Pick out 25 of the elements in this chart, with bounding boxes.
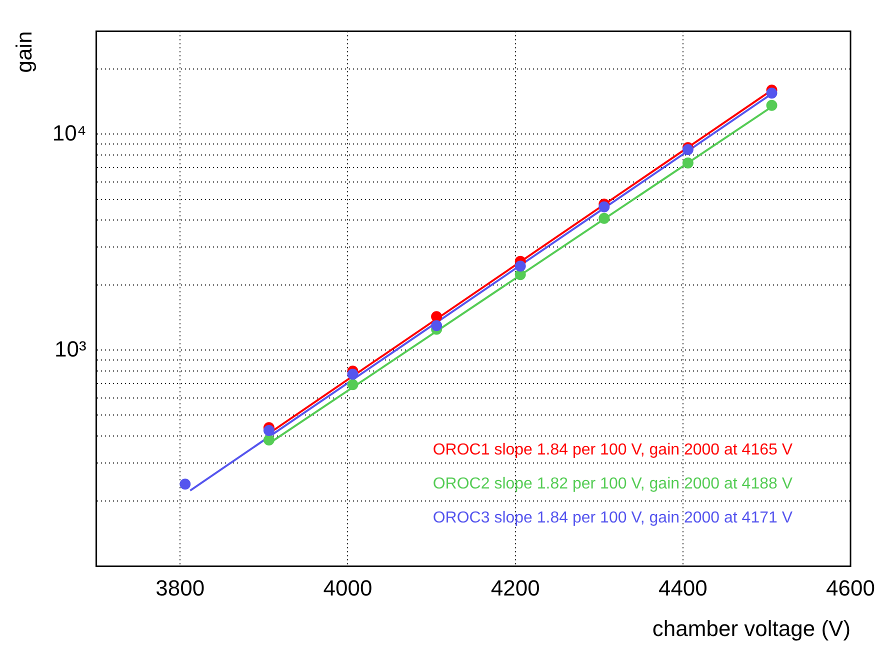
- y-axis-title: gain: [11, 31, 36, 73]
- point: [263, 434, 274, 446]
- point: [766, 88, 778, 99]
- point: [598, 201, 610, 212]
- point: [682, 158, 694, 168]
- x-tick-label: 4200: [490, 575, 540, 600]
- text: OROC1 slope 1.84 per 100 V, gain 2000 at 4165 V: [432, 442, 793, 459]
- point: [347, 368, 358, 380]
- y-tick-label: 10³: [54, 336, 86, 362]
- point: [180, 478, 191, 490]
- x-axis-title: chamber voltage (V): [652, 616, 851, 641]
- text: OROC2 slope 1.82 per 100 V, gain 2000 at 4188 V: [432, 476, 793, 493]
- point: [598, 212, 610, 224]
- point: [431, 320, 442, 332]
- point: [766, 100, 778, 111]
- x-tick-label: 4000: [323, 575, 372, 600]
- point: [347, 379, 358, 390]
- x-tick-label: 4600: [826, 575, 876, 600]
- point: [514, 260, 526, 272]
- y-tick-label: 10⁴: [52, 120, 86, 146]
- point: [263, 424, 274, 436]
- x-tick-label: 3800: [156, 575, 205, 600]
- point: [431, 311, 442, 322]
- x-tick-label: 4400: [658, 575, 708, 600]
- text: OROC3 slope 1.84 per 100 V, gain 2000 at 4171 V: [432, 510, 793, 527]
